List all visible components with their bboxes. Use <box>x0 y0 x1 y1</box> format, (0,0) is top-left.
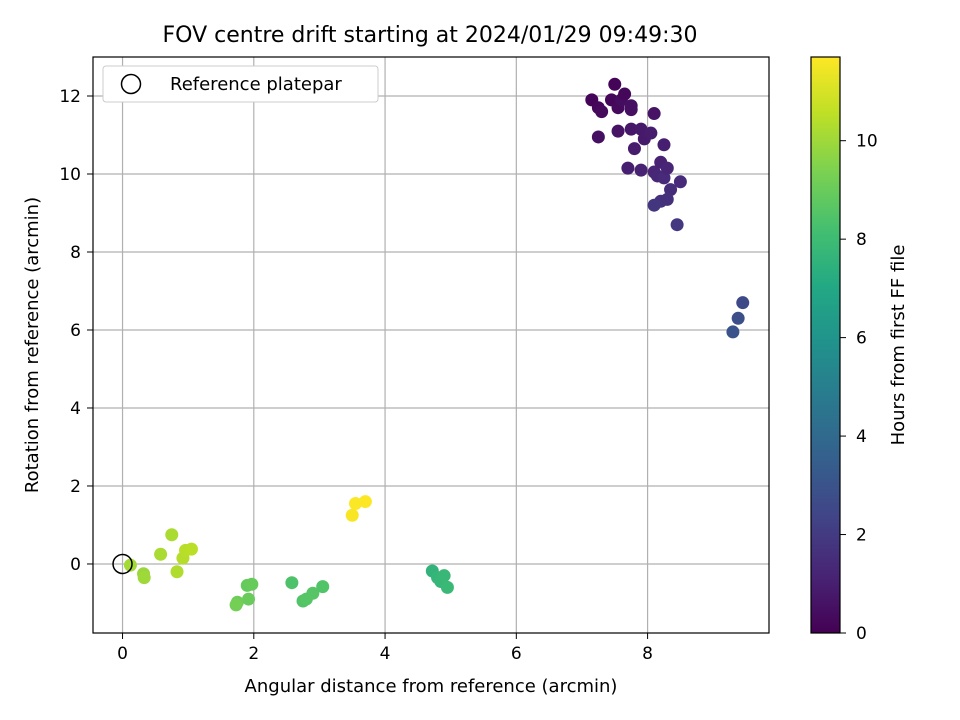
data-point <box>123 558 137 572</box>
colorbar-tick-label: 2 <box>856 526 867 546</box>
data-point <box>726 325 740 339</box>
data-point <box>349 497 363 511</box>
data-point <box>345 508 359 522</box>
data-point <box>440 580 454 594</box>
data-points <box>123 77 750 612</box>
x-tick-label: 2 <box>248 644 259 664</box>
colorbar-label: Hours from first FF file <box>888 245 909 446</box>
data-point <box>670 218 684 232</box>
data-point <box>170 565 184 579</box>
data-point <box>245 577 259 591</box>
data-point <box>358 495 372 509</box>
plot-frame <box>92 56 770 634</box>
y-tick-label: 2 <box>70 477 81 497</box>
chart-title: FOV centre drift starting at 2024/01/29 … <box>163 23 698 48</box>
y-axis-ticks: 0 2 4 6 8 10 12 <box>59 87 93 575</box>
x-tick-label: 4 <box>380 644 391 664</box>
plot-background <box>93 57 769 633</box>
y-tick-label: 6 <box>70 321 81 341</box>
y-tick-label: 8 <box>70 243 81 263</box>
data-point <box>611 124 625 138</box>
legend-box <box>102 65 379 103</box>
data-point <box>591 130 605 144</box>
data-point <box>137 571 151 585</box>
data-point <box>285 576 299 590</box>
data-point <box>229 598 243 612</box>
data-point <box>154 547 168 561</box>
y-tick-label: 10 <box>59 165 81 185</box>
data-point <box>242 592 256 606</box>
data-point <box>634 163 648 177</box>
y-tick-label: 0 <box>70 555 81 575</box>
colorbar: 0 2 4 6 8 10 Hours from first FF file <box>810 56 909 644</box>
colorbar-ticks: 0 2 4 6 8 10 <box>840 132 878 644</box>
x-axis-ticks: 0 2 4 6 8 <box>117 633 653 664</box>
reference-platepar-marker <box>112 553 133 575</box>
x-axis-label: Angular distance from reference (arcmin) <box>245 676 618 697</box>
y-tick-label: 12 <box>59 87 81 107</box>
data-point <box>657 138 671 152</box>
data-point <box>660 161 674 175</box>
data-point <box>731 311 745 325</box>
y-axis-label: Rotation from reference (arcmin) <box>22 197 43 493</box>
legend: Reference platepar <box>102 65 379 103</box>
data-point <box>608 77 622 91</box>
data-point <box>184 542 198 556</box>
colorbar-tick-label: 0 <box>856 624 867 644</box>
data-point <box>621 161 635 175</box>
x-tick-label: 8 <box>642 644 653 664</box>
data-point <box>437 569 451 583</box>
data-point <box>627 142 641 156</box>
data-point <box>660 192 674 206</box>
data-point <box>736 296 750 310</box>
data-point <box>673 175 687 189</box>
y-tick-label: 4 <box>70 399 81 419</box>
plot-area: 0 2 4 6 8 0 2 4 6 8 10 12 <box>59 56 770 664</box>
data-point <box>306 586 320 600</box>
colorbar-tick-label: 8 <box>856 230 867 250</box>
colorbar-tick-label: 6 <box>856 329 867 349</box>
data-point <box>595 105 609 119</box>
data-point <box>647 198 661 212</box>
data-point <box>618 87 632 101</box>
data-point <box>165 528 179 542</box>
data-point <box>624 103 638 117</box>
data-point <box>316 580 330 594</box>
data-point <box>624 122 638 136</box>
data-point <box>644 126 658 140</box>
colorbar-tick-label: 10 <box>856 132 878 152</box>
data-point <box>647 107 661 121</box>
x-tick-label: 6 <box>511 644 522 664</box>
colorbar-gradient <box>810 56 841 634</box>
x-tick-label: 0 <box>117 644 128 664</box>
colorbar-tick-label: 4 <box>856 427 867 447</box>
legend-label: Reference platepar <box>170 74 342 95</box>
legend-marker <box>120 73 142 95</box>
